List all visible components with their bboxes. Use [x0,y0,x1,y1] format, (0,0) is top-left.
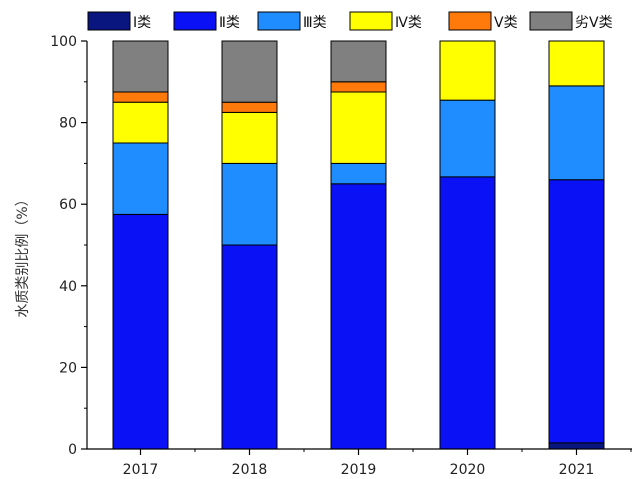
bar-segment-2021-series-3 [548,85,605,181]
axes-layer: 0 20 40 60 80 100 2017 2018 2019 2020 2021 [50,34,632,478]
bar-segment-2019-series-3 [330,162,387,185]
y-tick-label: 40 [59,279,77,295]
y-axis-title: 水质类别比例（%） [15,192,31,317]
bar-segment-2018-series-5 [221,101,278,113]
bar-segment-2018-series-2 [221,244,278,450]
bar-segment-2017-series-6 [112,40,169,93]
x-tick-label: 2017 [123,462,159,478]
bar-segment-2020-series-2 [439,176,496,450]
legend-swatch-5 [448,11,492,31]
legend-label-2: Ⅱ类 [219,15,240,31]
y-tick-label: 80 [59,116,77,132]
bar-segment-2018-series-3 [221,162,278,246]
bar-segment-2017-series-2 [112,213,169,450]
legend-swatch-6 [529,11,573,31]
bar-segment-2020-series-3 [439,99,496,178]
legend-swatch-1 [87,11,131,31]
bar-segment-2021-series-4 [548,40,605,87]
bar-segment-2019-series-2 [330,183,387,450]
legend-label-6: 劣Ⅴ类 [575,15,613,31]
bar-segment-2021-series-1 [548,442,605,450]
x-tick-label: 2020 [450,462,486,478]
legend-swatch-2 [173,11,217,31]
bar-segment-2017-series-3 [112,142,169,215]
bar-segment-2017-series-5 [112,91,169,103]
bar-segment-2019-series-4 [330,91,387,164]
x-tick-label: 2021 [559,462,595,478]
bar-segment-2020-series-4 [439,40,496,101]
y-tick-label: 0 [68,442,77,458]
y-tick-label: 100 [50,34,77,50]
y-tick-label: 60 [59,197,77,213]
legend-label-1: Ⅰ类 [133,15,151,31]
bar-segment-2018-series-6 [221,40,278,103]
legend-label-4: Ⅳ类 [395,15,422,31]
x-tick-label: 2019 [341,462,377,478]
bar-segment-2019-series-6 [330,40,387,83]
legend: Ⅰ类 Ⅱ类 Ⅲ类 Ⅳ类 Ⅴ类 劣Ⅴ类 [87,11,613,31]
bar-segment-2019-series-5 [330,81,387,93]
legend-label-5: Ⅴ类 [494,15,518,31]
y-tick-label: 20 [59,360,77,376]
legend-label-3: Ⅲ类 [303,15,327,31]
legend-swatch-4 [349,11,393,31]
bars-layer [112,40,605,450]
bar-segment-2017-series-4 [112,101,169,144]
bar-segment-2018-series-4 [221,111,278,164]
x-tick-label: 2018 [232,462,268,478]
legend-swatch-3 [257,11,301,31]
bar-segment-2021-series-2 [548,179,605,444]
